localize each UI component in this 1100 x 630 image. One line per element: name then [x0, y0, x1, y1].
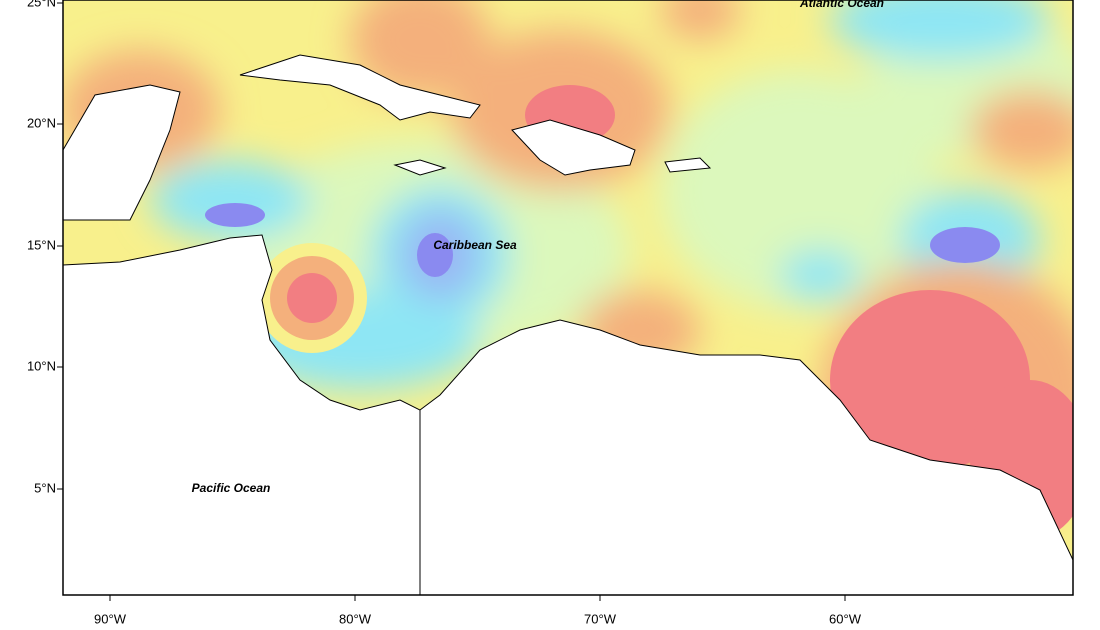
latitude-label: 15°N	[27, 237, 56, 252]
region-label: Caribbean Sea	[433, 238, 517, 252]
latitude-label: 10°N	[27, 358, 56, 373]
latitude-label: 25°N	[27, 0, 56, 9]
field	[63, 0, 1073, 595]
region-label: Atlantic Ocean	[799, 0, 884, 10]
longitude-label: 90°W	[94, 611, 127, 626]
land	[63, 54, 1073, 595]
region-label: Pacific Ocean	[192, 481, 271, 495]
labels: 25°N 20°N 15°N 10°N 5°N 90°W 80°W 70°W 60°W Atlan…	[27, 0, 884, 626]
latitude-label: 20°N	[27, 115, 56, 130]
longitude-label: 80°W	[339, 611, 372, 626]
frame	[62, 0, 1074, 596]
longitude-label: 70°W	[584, 611, 617, 626]
latitude-label: 5°N	[34, 480, 56, 495]
longitude-label: 60°W	[829, 611, 862, 626]
